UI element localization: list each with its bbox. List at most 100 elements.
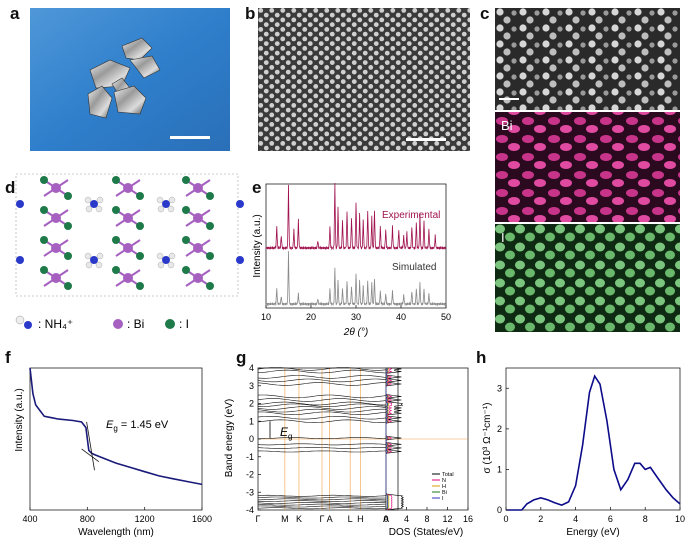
h-atom [167,205,175,213]
bi-atom [51,273,61,283]
g-kpoint-label: M [281,514,289,524]
g-eg-label: Eg [280,425,292,441]
h-xtick-label: 2 [538,514,543,524]
g-dos-xtick-label: 8 [424,514,429,524]
n-atom [162,256,170,264]
bi-atom [51,183,61,193]
g-kpoint-label: K [296,514,302,524]
panel-label-c: c [480,4,490,23]
g-band-line [257,496,387,499]
g-band-line [257,494,387,497]
bi-atom [51,213,61,223]
g-ytick-label: 1 [249,416,254,426]
h-atom [84,196,92,204]
i-atom [206,222,214,230]
e-xtick-label: 30 [351,312,361,322]
g-band-line [257,398,387,402]
g-band-line [258,411,387,416]
bi-atom [193,213,203,223]
g-ytick-label: -2 [246,470,254,480]
h-xtick-label: 0 [503,514,508,524]
h-atom [84,252,92,260]
g-band-line [257,416,387,420]
h-ytick-label: 0 [497,505,502,515]
h-atom [95,205,103,213]
i-atom [182,206,190,214]
i-atom [40,236,48,244]
f-xlabel: Wavelength (nm) [78,527,154,538]
h-atom [96,196,104,204]
i-atom [136,192,144,200]
g-band-line [257,401,386,406]
g-band-line [257,507,387,510]
e-xlabel: 2θ (°) [343,327,368,338]
i-map-label: I [501,230,505,245]
h-atom [157,261,165,269]
i-atom [136,252,144,260]
n-atom [16,256,24,264]
i-atom [112,176,120,184]
h-ytick-label: 1 [497,464,502,474]
structure-legend: : NH₄⁺ : Bi : I [15,315,189,331]
h-atom [168,252,176,260]
i-atom [182,176,190,184]
panel-e-xrd-chart: 10 20 30 40 50 Experimental Simulated Intens… [252,182,451,338]
h-conductivity-line [506,374,681,511]
g-dos-xtick-label: 16 [463,514,473,524]
g-ytick-label: 2 [249,399,254,409]
h-ylabel: σ (10³ Ω⁻¹cm⁻¹) [482,403,493,474]
bi-atom [123,243,133,253]
panel-b-stem-image [258,8,470,151]
panel-label-f: f [5,348,11,367]
g-dos-xtick-label: 12 [442,514,452,524]
f-xtick-label: 400 [22,514,37,524]
h-atom [156,252,164,260]
f-eg-annotation: Eg = 1.45 eV [106,419,169,433]
g-band-line [257,406,387,410]
h-atom [85,261,93,269]
i-atom [112,236,120,244]
n-atom [16,200,24,208]
panel-d-crystal-structure: : NH₄⁺ : Bi : I [15,173,244,331]
h-ytick-label: 2 [497,424,502,434]
panel-label-b: b [245,4,256,23]
g-ytick-label: 0 [249,434,254,444]
bi-atom [123,183,133,193]
h-atom [96,252,104,260]
g-band-line [257,408,386,413]
panel-label-e: e [252,178,262,197]
g-band-line [257,498,387,501]
panel-a-crystal-photo [30,8,230,151]
n-atom-icon [24,321,32,329]
g-kpoint-label: Γ [256,514,261,524]
e-series-0 [265,182,446,251]
f-tangent-line [81,448,100,463]
g-band-line [258,437,387,439]
h-atom [157,205,165,213]
bi-atom [51,243,61,253]
e-series-label-simulated: Simulated [392,262,436,273]
g-band-line [257,419,387,424]
e-series-label-experimental: Experimental [382,210,440,221]
g-ytick-label: -1 [246,452,254,462]
g-dos-legend-item: H [442,484,446,490]
g-band-line [257,443,387,446]
g-band-line [257,403,387,408]
g-kpoint-label: L [348,514,353,524]
g-kpoint-label: A [327,514,333,524]
i-atom [40,206,48,214]
g-band-line [258,450,387,453]
g-ytick-label: 3 [249,381,254,391]
g-band-line [257,375,387,379]
e-xtick-label: 40 [396,312,406,322]
i-atom [64,222,72,230]
h-xtick-label: 4 [573,514,578,524]
g-dos-legend-item: Total [442,472,454,478]
g-dos-xtick-label: 0 [383,514,388,524]
i-atom [40,266,48,274]
g-ylabel: Band energy (eV) [224,399,235,477]
g-band-line [257,378,387,383]
bi-atom [123,273,133,283]
e-ylabel: Intensity (a.u.) [252,214,263,277]
